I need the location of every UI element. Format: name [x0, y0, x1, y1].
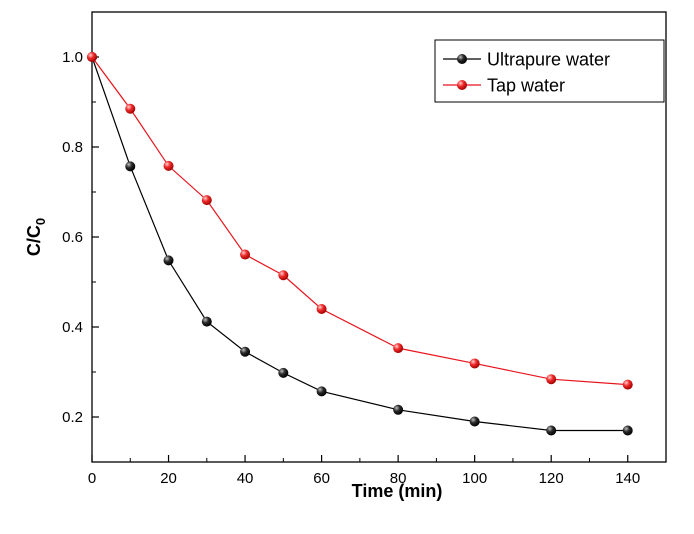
legend: Ultrapure water Tap water: [434, 39, 665, 103]
y-axis-title-subscript: 0: [33, 218, 48, 225]
y-axis-ticks: 0.2 0.4 0.6 0.8 1.0: [62, 11, 99, 426]
data-point-ultrapure-water: [469, 416, 480, 427]
x-tick-label: 20: [160, 470, 177, 487]
data-point-tap-water: [278, 270, 289, 281]
data-point-tap-water: [201, 195, 212, 206]
data-point-tap-water: [87, 52, 97, 62]
data-point-tap-water: [622, 379, 633, 390]
series-line-ultrapure-water: [91, 56, 628, 432]
x-tick-label: 120: [539, 470, 564, 487]
y-tick-label: 1.0: [62, 49, 83, 66]
data-point-ultrapure-water: [201, 316, 212, 327]
data-point-tap-water: [393, 343, 404, 354]
data-point-ultrapure-water: [622, 425, 633, 436]
legend-label-tap-water: Tap water: [487, 76, 565, 96]
legend-box: [434, 39, 665, 103]
series-layer: [87, 52, 633, 436]
data-point-tap-water: [316, 304, 327, 314]
x-axis-ticks: 0 20 40 60 80 100 120 140: [88, 455, 640, 487]
data-point-ultrapure-water: [546, 425, 557, 436]
y-tick-label: 0.8: [62, 139, 83, 156]
data-point-ultrapure-water: [278, 367, 289, 378]
legend-marker-ultrapure-water: [457, 54, 467, 64]
y-tick-label: 0.6: [62, 229, 83, 246]
data-point-ultrapure-water: [393, 404, 404, 415]
series-line-tap-water: [91, 56, 628, 386]
x-tick-label: 60: [313, 470, 330, 487]
legend-marker-tap-water: [457, 80, 467, 90]
y-axis-title-main: C/C: [24, 225, 44, 256]
y-tick-label: 0.2: [62, 409, 83, 426]
legend-label-ultrapure-water: Ultrapure water: [487, 50, 610, 70]
data-point-tap-water: [125, 103, 136, 114]
data-point-tap-water: [163, 160, 174, 171]
data-point-ultrapure-water: [240, 346, 251, 357]
data-point-tap-water: [469, 358, 480, 369]
x-tick-label: 140: [615, 470, 640, 487]
x-axis-title: Time (min): [352, 481, 443, 501]
data-point-ultrapure-water: [163, 255, 174, 266]
x-tick-label: 100: [462, 470, 487, 487]
data-point-ultrapure-water: [125, 161, 136, 172]
x-tick-label: 0: [88, 470, 96, 487]
x-tick-label: 40: [237, 470, 254, 487]
data-point-tap-water: [546, 374, 557, 385]
y-axis-title: C/C0: [24, 218, 48, 256]
data-point-ultrapure-water: [316, 386, 327, 397]
y-tick-label: 0.4: [62, 319, 83, 336]
x-tick-label: 80: [390, 470, 407, 487]
data-point-tap-water: [240, 249, 251, 260]
